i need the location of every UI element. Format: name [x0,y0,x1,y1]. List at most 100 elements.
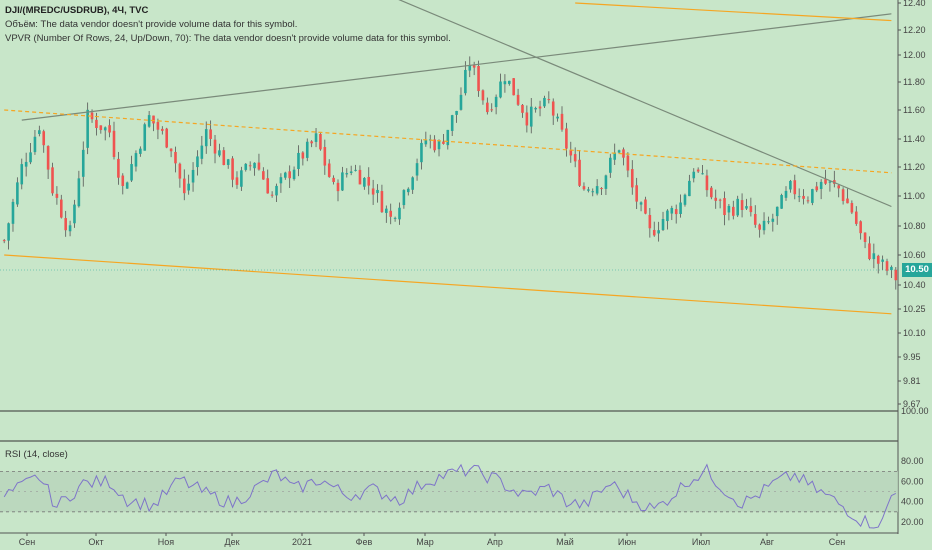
candle-body [446,129,450,146]
candle-body [486,102,489,113]
candle-body [125,182,129,189]
candle-body [477,66,480,92]
candle-body [868,243,871,260]
candle-body [674,209,678,215]
candle-body [336,182,340,192]
candle-body [437,141,441,150]
candle-body [815,186,819,191]
candle-body [824,179,827,184]
candle-body [591,191,595,193]
candles [2,56,898,290]
candle-body [42,131,46,146]
candle-body [385,208,388,213]
candle-body [661,219,665,230]
candle-body [406,188,410,193]
candle-body [692,171,696,179]
candle-body [29,152,32,163]
candle-body [771,218,775,222]
candle-body [257,162,261,170]
candle-body [266,178,270,194]
price-tick-label: 10.60 [903,250,926,260]
candle-body [758,224,761,230]
candle-body [881,259,884,262]
candle-body [793,180,797,195]
candle-body [411,177,414,190]
rsi-line [3,463,897,529]
candle-body [196,156,199,168]
candle-body [90,112,94,120]
candle-body [310,141,313,144]
candle-body [784,190,788,198]
candle-body [670,207,674,214]
volume-legend[interactable]: Объём: The data vendor doesn't provide v… [5,19,298,30]
candle-body [797,196,801,198]
candle-body [499,81,502,98]
candle-body [77,178,81,207]
candle-body [59,199,63,218]
symbol-title[interactable]: DJI/(MREDC/USDRUB), 4Ч, TVC [5,5,149,16]
candle-body [117,158,120,178]
time-tick-label: Май [556,537,574,547]
candle-body [652,229,656,236]
candle-body [235,177,239,185]
candle-body [811,189,814,203]
time-tick-label: Фев [356,537,373,547]
candle-body [402,190,406,206]
price-tick-label: 11.40 [903,134,925,144]
candle-body [846,198,849,204]
candle-body [595,186,599,194]
main-legend: DJI/(MREDC/USDRUB), 4Ч, TVC Объём: The d… [5,4,451,46]
candle-body [46,146,50,170]
candle-body [2,240,6,242]
candle-body [850,203,854,213]
price-tick-label: 10.25 [903,304,926,314]
vpvr-legend[interactable]: VPVR (Number Of Rows, 24, Up/Down, 70): … [5,33,451,44]
candle-body [775,206,779,217]
candle-body [696,169,700,172]
price-tick-label: 10.40 [903,280,926,290]
candle-body [73,204,76,224]
rsi-legend[interactable]: RSI (14, close) [5,449,68,460]
candle-body [551,101,555,116]
candle-body [525,112,529,126]
candle-body [253,162,256,169]
candle-body [95,119,98,129]
candle-body [481,90,485,101]
trendline-0 [21,13,892,121]
trendlines [4,0,892,315]
candle-body [626,155,630,171]
candle-body [33,136,37,153]
candle-body [16,182,19,205]
candle-body [108,125,111,133]
candle-body [723,198,726,216]
time-tick-label: Июн [618,537,636,547]
candle-body [547,99,551,101]
candle-body [81,149,85,177]
candle-body [490,109,494,111]
candle-body [450,115,454,131]
time-tick-label: Сен [19,537,36,547]
rsi-tick-label: 60.00 [901,476,924,486]
candle-body [560,113,564,130]
candle-body [604,175,608,189]
candle-body [512,78,515,96]
time-tick-label: Окт [88,537,103,547]
candle-body [323,147,327,166]
candle-body [187,183,190,191]
candle-body [433,139,436,151]
candle-body [872,253,876,260]
rsi-tick-label: 20.00 [901,517,924,527]
candle-body [226,159,230,165]
candle-body [507,80,511,84]
candle-body [745,206,748,209]
candle-body [152,115,155,124]
candle-body [622,149,625,158]
price-tick-label: 9.95 [903,352,921,362]
time-tick-label: Сен [829,537,846,547]
candle-body [503,81,507,85]
candle-body [841,189,845,201]
candle-body [200,145,204,159]
price-tick-label: 10.10 [903,328,926,338]
candle-body [780,194,783,209]
